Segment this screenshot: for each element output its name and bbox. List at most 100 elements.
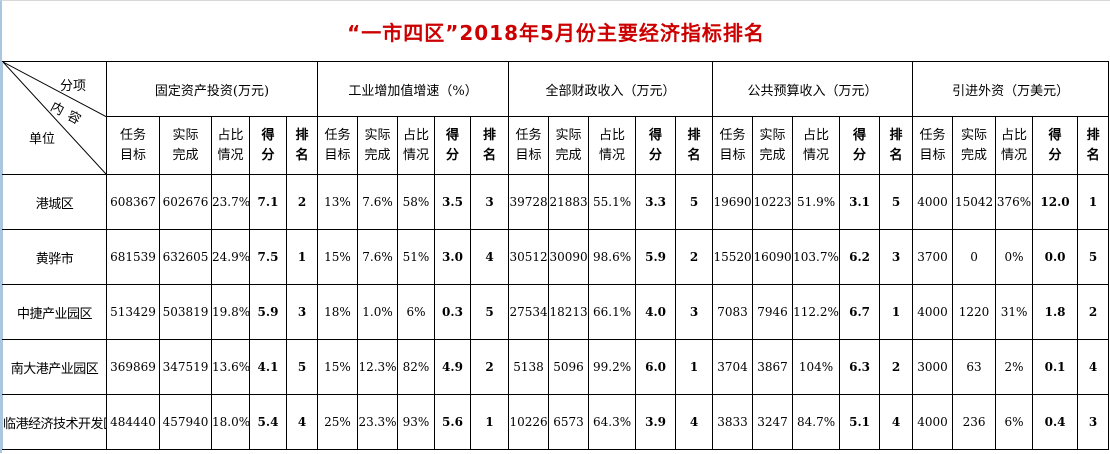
corner-label-item: 分项 [60,79,87,94]
cell: 3867 [752,339,794,395]
cell: 3833 [712,394,754,450]
cell: 6% [397,284,435,340]
subheader-ratio: 占比 情况 [588,116,637,175]
cell-score: 0.1 [1032,339,1079,395]
subheader-target: 任务 目标 [912,116,954,175]
subheader-rank: 排 名 [1077,116,1110,175]
subheader-actual: 实际 完成 [159,116,212,175]
cell-score: 6.3 [839,339,881,395]
cell: 369869 [106,339,160,395]
group-header-budget-revenue: 公共预算收入（万元） [712,61,914,117]
group-header-fixed-asset: 固定资产投资(万元) [106,61,318,117]
cell: 98.6% [588,229,637,285]
cell: 30090 [548,229,590,285]
cell-rank: 1 [675,339,714,395]
cell-score: 7.1 [249,174,287,230]
cell-score: 5.9 [635,229,677,285]
group-header-industrial-growth: 工业增加值增速（%） [316,61,510,117]
cell: 39728 [508,174,550,230]
cell-rank: 2 [675,229,714,285]
table-row: 中捷产业园区 513429 503819 19.8% 5.9 3 18% 1.0… [2,284,1110,340]
cell: 25% [317,394,358,450]
cell: 608367 [106,174,160,230]
cell-score: 3.9 [635,394,677,450]
cell: 457940 [159,394,212,450]
cell-rank: 1 [1077,174,1110,230]
cell: 82% [397,339,435,395]
cell: 103.7% [792,229,841,285]
cell-rank: 3 [879,229,914,285]
cell-score: 4.1 [249,339,287,395]
cell-score: 12.0 [1032,174,1079,230]
cell: 27534 [508,284,550,340]
cell: 15% [317,339,358,395]
cell: 58% [397,174,435,230]
cell: 0% [995,229,1034,285]
cell-score: 0.0 [1032,229,1079,285]
cell: 632605 [159,229,212,285]
subheader-ratio: 占比 情况 [995,116,1034,175]
table-row: 临港经济技术开发区 484440 457940 18.0% 5.4 4 25% … [2,394,1110,450]
cell: 4000 [912,174,954,230]
cell-score: 6.2 [839,229,881,285]
cell-rank: 3 [1077,394,1110,450]
cell-rank: 4 [1077,339,1110,395]
cell-score: 4.0 [635,284,677,340]
cell-score: 3.3 [635,174,677,230]
cell: 51.9% [792,174,841,230]
cell: 19690 [712,174,754,230]
cell-score: 0.4 [1032,394,1079,450]
cell: 3700 [912,229,954,285]
cell-rank: 5 [469,284,510,340]
subheader-ratio: 占比 情况 [792,116,841,175]
cell: 7.6% [357,229,398,285]
cell: 15% [317,229,358,285]
cell-rank: 4 [286,394,318,450]
cell-rank: 2 [469,339,510,395]
cell-rank: 5 [1077,229,1110,285]
cell-rank: 2 [1077,284,1110,340]
subheader-actual: 实际 完成 [952,116,997,175]
page-title: “一市四区”2018年5月份主要经济指标排名 [347,20,765,45]
cell: 23.7% [211,174,250,230]
cell: 0 [952,229,997,285]
row-name: 港城区 [2,174,107,230]
cell-score: 6.0 [635,339,677,395]
subheader-rank: 排 名 [675,116,714,175]
cell: 16090 [752,229,794,285]
cell: 5138 [508,339,550,395]
cell-score: 5.1 [839,394,881,450]
table-row: 黄骅市 681539 632605 24.9% 7.5 1 15% 7.6% 5… [2,229,1110,285]
subheader-target: 任务 目标 [106,116,160,175]
cell: 31% [995,284,1034,340]
cell-rank: 3 [286,284,318,340]
cell: 10223 [752,174,794,230]
cell: 18% [317,284,358,340]
cell-rank: 1 [879,284,914,340]
cell: 1.0% [357,284,398,340]
cell-score: 0.3 [434,284,471,340]
cell: 3000 [912,339,954,395]
cell: 7083 [712,284,754,340]
indicators-table: 分项 内容 单位 固定资产投资(万元) 工业增加值增速（%） 全部财政收入（万元… [2,61,1110,450]
subheader-score: 得 分 [635,116,677,175]
cell: 3247 [752,394,794,450]
cell: 66.1% [588,284,637,340]
subheader-actual: 实际 完成 [752,116,794,175]
cell: 10226 [508,394,550,450]
cell: 5096 [548,339,590,395]
cell: 55.1% [588,174,637,230]
subheader-ratio: 占比 情况 [211,116,250,175]
subheader-target: 任务 目标 [508,116,550,175]
subheader-ratio: 占比 情况 [397,116,435,175]
cell: 23.3% [357,394,398,450]
cell: 236 [952,394,997,450]
cell: 513429 [106,284,160,340]
cell: 2% [995,339,1034,395]
cell-rank: 3 [675,284,714,340]
cell: 13.6% [211,339,250,395]
cell: 4000 [912,284,954,340]
corner-diagonal-lines [3,62,106,174]
cell-rank: 5 [286,339,318,395]
